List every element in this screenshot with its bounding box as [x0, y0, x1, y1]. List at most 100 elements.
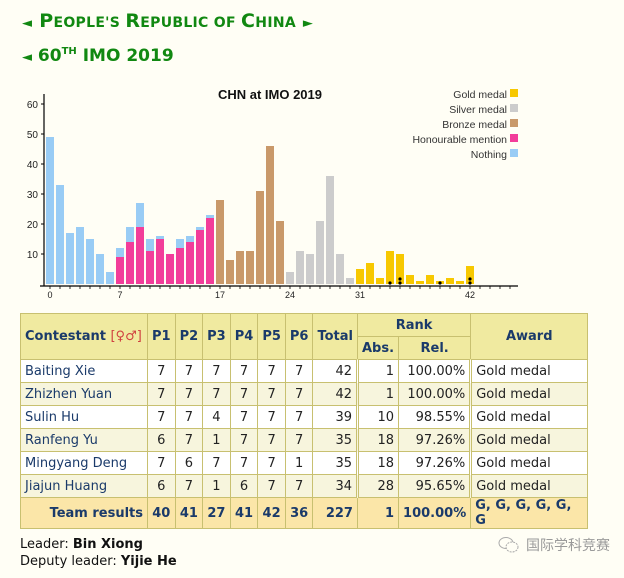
- bar-segment: [136, 227, 144, 284]
- problem-score: 7: [229, 359, 259, 383]
- gender-toggle[interactable]: [♀♂]: [110, 329, 142, 344]
- bar-segment: [216, 200, 224, 284]
- contestant-name[interactable]: Zhizhen Yuan: [20, 382, 148, 406]
- problem-score: 7: [229, 405, 259, 429]
- country-title: ◄ PEOPLE'S REPUBLIC OF CHINA ►: [22, 10, 313, 32]
- team-problem-score: 36: [284, 497, 314, 529]
- bar-segment: [126, 227, 134, 242]
- contestant-name[interactable]: Mingyang Deng: [20, 451, 148, 475]
- bar-segment: [146, 239, 154, 251]
- bar-segment: [136, 203, 144, 227]
- problem-score: 7: [284, 382, 314, 406]
- legend-label: Silver medal: [449, 104, 507, 116]
- problem-score: 7: [257, 405, 286, 429]
- rel-rank: 97.26%: [398, 451, 473, 475]
- bar-segment: [76, 227, 84, 284]
- legend-swatch: [510, 119, 518, 127]
- award: Gold medal: [470, 382, 589, 406]
- abs-rank: 28: [356, 474, 400, 498]
- bar-segment: [296, 251, 304, 284]
- problem-score: 7: [257, 359, 286, 383]
- bar-segment: [156, 239, 164, 284]
- problem-score: 6: [147, 474, 176, 498]
- contestant-header: Contestant [♀♂]: [20, 313, 148, 360]
- p5-header: P5: [257, 313, 286, 360]
- deputy-leader-name: Yijie He: [120, 554, 177, 569]
- y-tick-label: 20: [27, 220, 39, 231]
- bar-segment: [406, 275, 414, 284]
- bar-segment: [46, 137, 54, 284]
- chart-title: CHN at IMO 2019: [218, 87, 322, 102]
- team-problem-score: 27: [202, 497, 231, 529]
- p1-header: P1: [147, 313, 176, 360]
- deputy-leader-line: Deputy leader: Yijie He: [20, 554, 177, 569]
- team-problem-score: 42: [257, 497, 286, 529]
- bar-segment: [66, 233, 74, 284]
- problem-score: 7: [174, 359, 204, 383]
- rank-header: Rank: [356, 313, 472, 337]
- team-member-marker: [398, 277, 402, 281]
- table-row: Zhizhen Yuan 7 7 7 7 7 7 42 1 100.00% Gold medal: [20, 382, 589, 406]
- problem-score: 1: [284, 451, 314, 475]
- bar-segment: [206, 215, 214, 218]
- award: Gold medal: [470, 405, 589, 429]
- y-tick-label: 60: [27, 100, 39, 111]
- total-score: 42: [312, 382, 359, 406]
- rel-rank: 95.65%: [398, 474, 473, 498]
- x-tick-label: 31: [355, 290, 365, 300]
- total-header[interactable]: Total: [312, 313, 358, 360]
- rel-rank: 98.55%: [398, 405, 473, 429]
- contestant-name[interactable]: Baiting Xie: [20, 359, 148, 383]
- next-country-arrow-icon[interactable]: ►: [302, 16, 314, 31]
- bar-segment: [366, 263, 374, 284]
- bar-segment: [456, 281, 464, 284]
- bar-segment: [176, 239, 184, 248]
- problem-score: 7: [284, 405, 314, 429]
- contestant-name[interactable]: Ranfeng Yu: [20, 428, 148, 452]
- problem-score: 7: [174, 382, 204, 406]
- legend-label: Bronze medal: [442, 119, 507, 131]
- legend-swatch: [510, 134, 518, 142]
- bar-segment: [226, 260, 234, 284]
- bar-segment: [96, 254, 104, 284]
- contestant-name[interactable]: Sulin Hu: [20, 405, 148, 429]
- legend-swatch: [510, 149, 518, 157]
- team-member-marker: [438, 281, 442, 285]
- x-tick-label: 42: [465, 290, 475, 300]
- problem-score: 7: [229, 428, 259, 452]
- contestant-name[interactable]: Jiajun Huang: [20, 474, 148, 498]
- bar-segment: [176, 248, 184, 284]
- problem-score: 7: [257, 382, 286, 406]
- bar-segment: [346, 278, 354, 284]
- team-results-row: Team results 40 41 27 41 42 36 227 1 100.00% G, G,…: [20, 497, 589, 529]
- problem-score: 7: [147, 382, 176, 406]
- bar-segment: [426, 275, 434, 284]
- bar-segment: [126, 242, 134, 284]
- results-chart: 10 20 30 40 50 60 0 7 17 24 31 42 CHN at IMO 2019 Gol…: [27, 87, 518, 300]
- team-member-marker: [468, 277, 472, 281]
- bar-segment: [156, 236, 164, 239]
- prev-country-arrow-icon[interactable]: ◄: [22, 16, 33, 31]
- table-row: Sulin Hu 7 7 4 7 7 7 39 10 98.55% Gold medal: [20, 405, 589, 429]
- problem-score: 7: [174, 405, 204, 429]
- problem-score: 6: [229, 474, 259, 498]
- prev-imo-arrow-icon[interactable]: ◄: [22, 50, 32, 65]
- problem-score: 7: [147, 451, 176, 475]
- team-member-marker: [398, 281, 402, 285]
- bar-segment: [56, 185, 64, 284]
- bar-segment: [376, 278, 384, 284]
- legend-label: Honourable mention: [412, 134, 507, 146]
- x-tick-label: 17: [215, 290, 225, 300]
- legend-label: Gold medal: [453, 89, 507, 101]
- y-tick-label: 10: [27, 250, 39, 261]
- rel-rank: 97.26%: [398, 428, 473, 452]
- y-tick-label: 40: [27, 160, 39, 171]
- country-name: PEOPLE'S REPUBLIC OF CHINA: [39, 10, 296, 32]
- table-row: Jiajun Huang 6 7 1 6 7 7 34 28 95.65% Gold medal: [20, 474, 589, 498]
- y-tick-label: 30: [27, 190, 39, 201]
- bar-segment: [196, 227, 204, 230]
- team-awards: G, G, G, G, G, G: [470, 497, 589, 529]
- team-leaders: Leader: Bin Xiong Deputy leader: Yijie H…: [20, 536, 177, 570]
- total-score: 34: [312, 474, 359, 498]
- bar-segment: [416, 281, 424, 284]
